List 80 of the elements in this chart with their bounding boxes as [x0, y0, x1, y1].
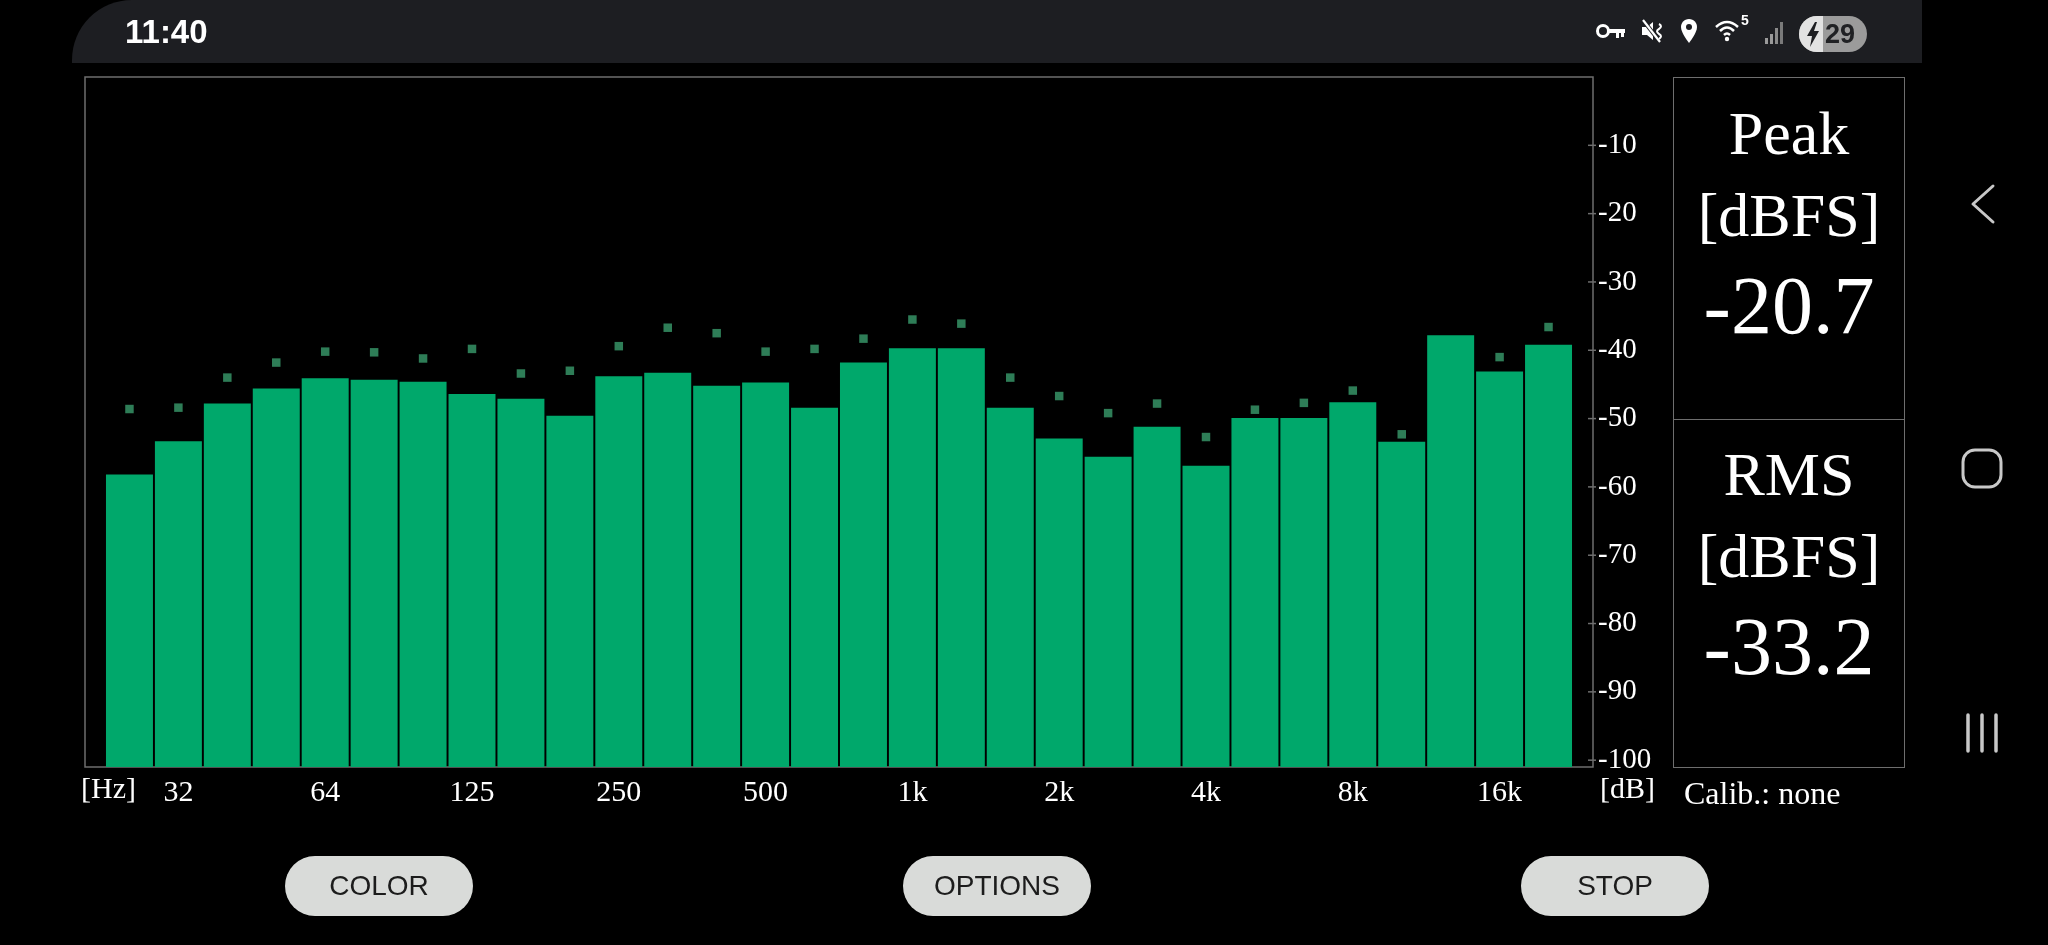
bar: [1427, 335, 1475, 767]
bar: [742, 382, 790, 767]
x-tick-label: 125: [449, 773, 495, 807]
bar: [595, 376, 643, 767]
bar: [154, 441, 202, 767]
bar: [986, 407, 1034, 767]
point: [1397, 430, 1406, 439]
bar: [644, 372, 692, 767]
x-tick-label: 250: [596, 773, 642, 807]
y-tick-label: -80: [1598, 605, 1637, 638]
point: [1006, 373, 1015, 382]
bar: [791, 407, 839, 767]
text: Peak [dBFS]: [1696, 98, 1882, 251]
bar: [399, 381, 447, 767]
bar: [1231, 417, 1279, 767]
bar: [448, 393, 496, 767]
y-tick-label: -50: [1598, 400, 1637, 433]
bar: [1182, 465, 1230, 767]
point: [272, 358, 281, 367]
bar: [1329, 402, 1377, 767]
y-tick-label: -10: [1598, 126, 1637, 159]
x-tick-label: 8k: [1337, 773, 1368, 807]
y-tick-label: -40: [1598, 331, 1637, 364]
bar: [546, 415, 594, 767]
point: [320, 347, 330, 356]
x-tick-label: 500: [743, 773, 789, 807]
point: [908, 315, 917, 324]
bar: [105, 474, 153, 767]
x-tick-label: 32: [163, 773, 194, 807]
point: [810, 344, 819, 354]
point: [369, 348, 379, 357]
x-tick-label: 16k: [1477, 773, 1523, 807]
text: -20.7: [1702, 260, 1876, 351]
point: [223, 373, 232, 382]
text: RMS [dBFS]: [1696, 439, 1882, 592]
bar: [937, 348, 985, 767]
point: [174, 403, 183, 412]
y-tick-label: -90: [1598, 673, 1637, 706]
point: [1544, 322, 1553, 332]
bar: [693, 385, 741, 767]
point: [125, 404, 134, 414]
bar: [203, 403, 251, 767]
bar: [1476, 371, 1524, 767]
point: [859, 334, 868, 343]
point: [516, 369, 526, 378]
bar: [1084, 456, 1132, 767]
point: [712, 328, 721, 338]
bar: [252, 388, 300, 767]
bar: [350, 379, 398, 767]
point: [663, 323, 672, 332]
y-tick-label: -70: [1598, 536, 1637, 569]
bar: [1133, 426, 1181, 767]
x-tick-label: 1k: [897, 773, 928, 807]
point: [1348, 386, 1358, 395]
bar: [497, 398, 545, 767]
bar: [888, 348, 936, 767]
text: 29: [1825, 18, 1856, 50]
bar: [1035, 438, 1083, 767]
text: 5: [1741, 12, 1749, 28]
text: 11:40: [125, 13, 208, 51]
x-axis-title: [Hz]: [81, 770, 136, 804]
y-tick-label: -30: [1598, 263, 1637, 296]
x-tick-label: 4k: [1191, 773, 1221, 807]
point: [1250, 405, 1260, 414]
point: [957, 319, 966, 328]
y-tick-label: -20: [1598, 195, 1637, 228]
bar: [1280, 417, 1328, 767]
point: [761, 347, 770, 356]
y-tick-label: -60: [1598, 468, 1637, 501]
bar: [839, 362, 887, 767]
x-tick-label: 64: [310, 773, 341, 807]
point: [1152, 399, 1162, 408]
text: -33.2: [1702, 601, 1876, 692]
text: Calib.: none: [1684, 775, 1841, 811]
x-tick-label: 2k: [1044, 773, 1075, 807]
bar: [1525, 344, 1573, 767]
bar: [301, 378, 349, 767]
point: [1495, 352, 1504, 362]
bar: [1378, 441, 1426, 767]
point: [418, 354, 428, 363]
